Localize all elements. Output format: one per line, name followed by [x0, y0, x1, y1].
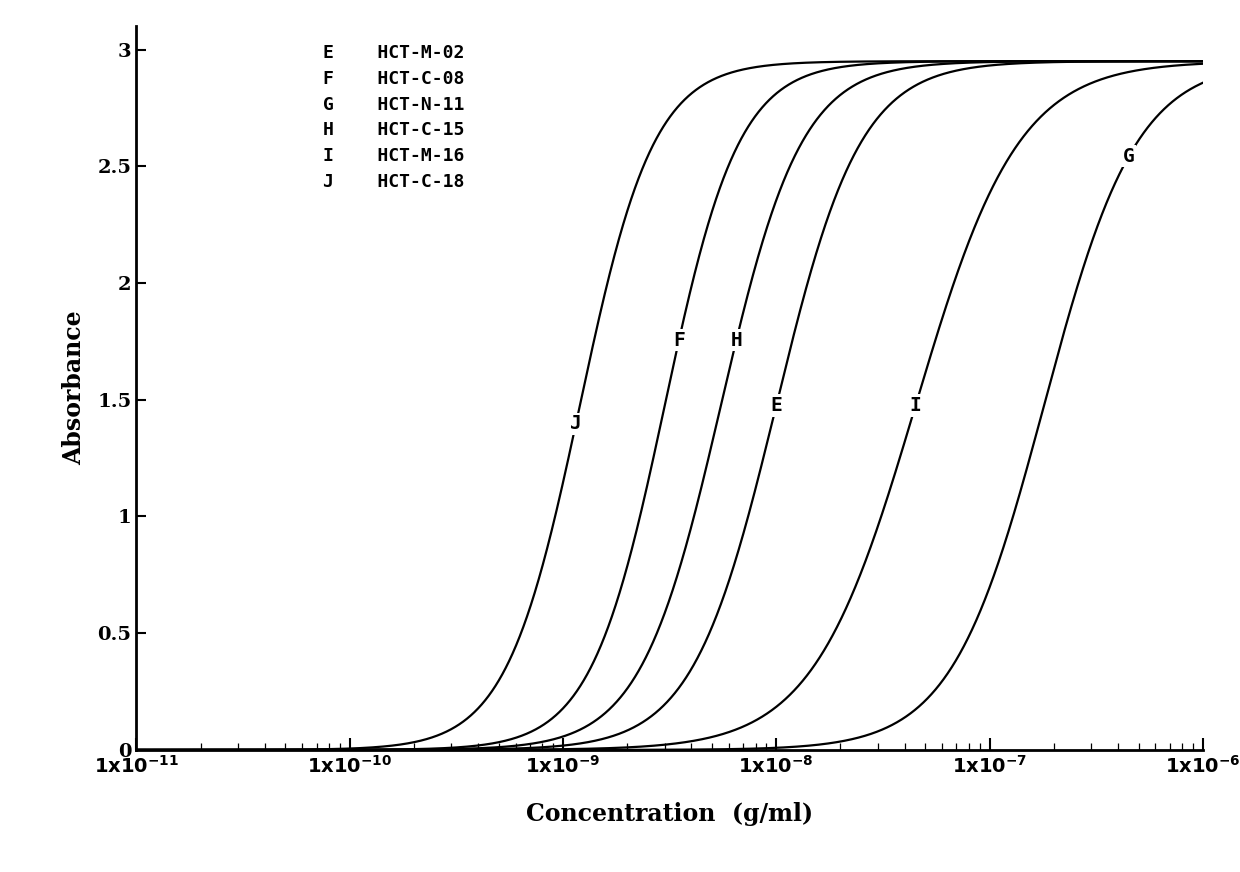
Text: I: I	[910, 396, 921, 415]
Text: J: J	[570, 414, 582, 433]
Text: G: G	[1123, 146, 1135, 166]
Text: E: E	[770, 396, 782, 415]
X-axis label: Concentration  (g/ml): Concentration (g/ml)	[526, 801, 813, 826]
Text: E    HCT-M-02
F    HCT-C-08
G    HCT-N-11
H    HCT-C-15
I    HCT-M-16
J    HCT-C: E HCT-M-02 F HCT-C-08 G HCT-N-11 H HCT-C…	[322, 44, 465, 191]
Text: F: F	[673, 330, 684, 350]
Y-axis label: Absorbance: Absorbance	[62, 310, 86, 466]
Text: H: H	[730, 330, 743, 350]
